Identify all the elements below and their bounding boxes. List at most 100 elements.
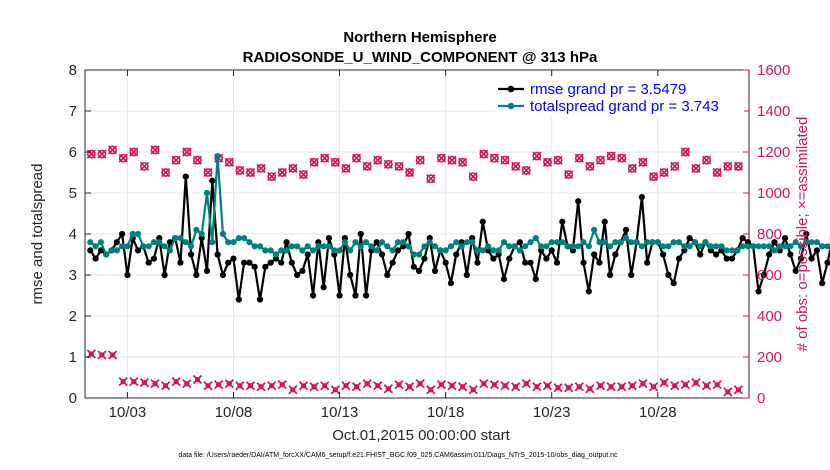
totalspread-point	[341, 239, 348, 246]
legend-rmse-marker	[507, 85, 515, 93]
totalspread-point	[500, 239, 508, 246]
totalspread-point	[808, 239, 815, 246]
obs-assimilated-marker	[107, 350, 118, 360]
obs-possible-marker	[288, 163, 298, 173]
rmse-point	[797, 255, 805, 262]
y-axis-label: rmse and totalspread	[29, 164, 46, 305]
obs-count-markers	[86, 145, 744, 397]
rmse-point	[150, 255, 158, 262]
totalspread-point	[362, 239, 370, 246]
obs-assimilated-marker	[118, 376, 128, 387]
totalspread-point	[453, 239, 460, 246]
totalspread-point	[633, 239, 640, 246]
x-tick-label: 10/13	[321, 404, 359, 421]
rmse-point	[803, 230, 810, 238]
rmse-point	[230, 255, 237, 262]
obs-assimilated-marker	[436, 380, 447, 390]
y2-tick-label: 200	[757, 349, 782, 366]
totalspread-point	[638, 243, 645, 250]
totalspread-point	[198, 230, 205, 238]
rmse-point	[622, 226, 630, 233]
obs-possible-marker	[574, 153, 584, 163]
obs-possible-marker	[373, 155, 383, 165]
obs-possible-marker	[129, 147, 139, 157]
x-tick-label: 10/08	[215, 404, 253, 421]
totalspread-point	[347, 247, 354, 254]
rmse-point	[553, 259, 561, 266]
totalspread-point	[230, 239, 237, 246]
totalspread-point	[267, 247, 274, 254]
rmse-point	[792, 267, 799, 274]
rmse-point	[209, 177, 216, 184]
totalspread-point	[251, 243, 258, 250]
obs-assimilated-marker	[733, 385, 744, 395]
totalspread-point	[203, 189, 211, 197]
obs-possible-marker	[691, 163, 701, 173]
totalspread-point	[357, 243, 364, 250]
obs-possible-marker	[298, 169, 309, 180]
rmse-point	[686, 235, 693, 242]
rmse-point	[352, 292, 359, 299]
obs-assimilated-marker	[670, 381, 680, 391]
totalspread-point	[193, 226, 200, 233]
obs-assimilated-marker	[595, 381, 606, 391]
totalspread-point	[103, 251, 110, 258]
y2-tick-label: 1600	[757, 62, 790, 79]
rmse-point	[713, 251, 720, 258]
totalspread-point	[617, 239, 624, 246]
totalspread-point	[781, 243, 789, 250]
totalspread-point	[262, 247, 269, 254]
obs-assimilated-marker	[277, 380, 287, 390]
rmse-point	[675, 255, 683, 262]
rmse-point	[267, 259, 274, 266]
totalspread-point	[320, 243, 327, 250]
obs-possible-marker	[659, 167, 669, 178]
obs-assimilated-marker	[468, 385, 478, 395]
rmse-point	[97, 247, 105, 254]
rmse-point	[113, 239, 120, 246]
y-tick-label: 2	[69, 308, 77, 325]
obs-possible-marker	[224, 157, 234, 167]
y-tick-label: 1	[69, 349, 77, 366]
obs-assimilated-marker	[129, 376, 139, 387]
obs-assimilated-marker	[585, 384, 595, 394]
obs-assimilated-marker	[447, 381, 457, 391]
totalspread-point	[707, 243, 714, 250]
obs-possible-marker	[362, 161, 372, 171]
obs-assimilated-marker	[373, 381, 383, 391]
totalspread-point	[246, 239, 253, 246]
obs-possible-marker	[617, 153, 627, 163]
rmse-point	[638, 194, 645, 201]
totalspread-point	[776, 243, 783, 250]
rmse-point	[235, 296, 242, 303]
obs-assimilated-marker	[320, 381, 330, 391]
obs-possible-marker	[564, 169, 574, 180]
rmse-point	[813, 247, 820, 254]
obs-possible-marker	[458, 157, 468, 167]
rmse-point	[246, 259, 253, 266]
rmse-point	[410, 263, 417, 270]
obs-possible-marker	[511, 161, 521, 171]
obs-assimilated-marker	[511, 382, 521, 392]
totalspread-point	[538, 243, 545, 250]
rmse-point	[479, 218, 486, 225]
rmse-point	[182, 173, 189, 180]
rmse-point	[463, 271, 470, 279]
obs-possible-marker	[585, 161, 595, 171]
obs-assimilated-marker	[171, 376, 181, 387]
rmse-point	[474, 259, 481, 266]
rmse-point	[357, 230, 364, 238]
rmse-point	[606, 271, 614, 279]
obs-possible-marker	[447, 155, 457, 165]
totalspread-point	[681, 243, 688, 250]
rmse-point	[119, 230, 126, 238]
totalspread-point	[235, 235, 242, 242]
rmse-point	[193, 271, 200, 279]
rmse-point	[304, 251, 311, 258]
legend-rmse-label: rmse grand pr = 3.5479	[530, 81, 686, 98]
totalspread-point	[166, 247, 173, 254]
y2-tick-label: 600	[757, 267, 782, 284]
totalspread-point	[659, 243, 667, 250]
obs-assimilated-marker	[245, 381, 256, 391]
totalspread-point	[797, 243, 805, 250]
